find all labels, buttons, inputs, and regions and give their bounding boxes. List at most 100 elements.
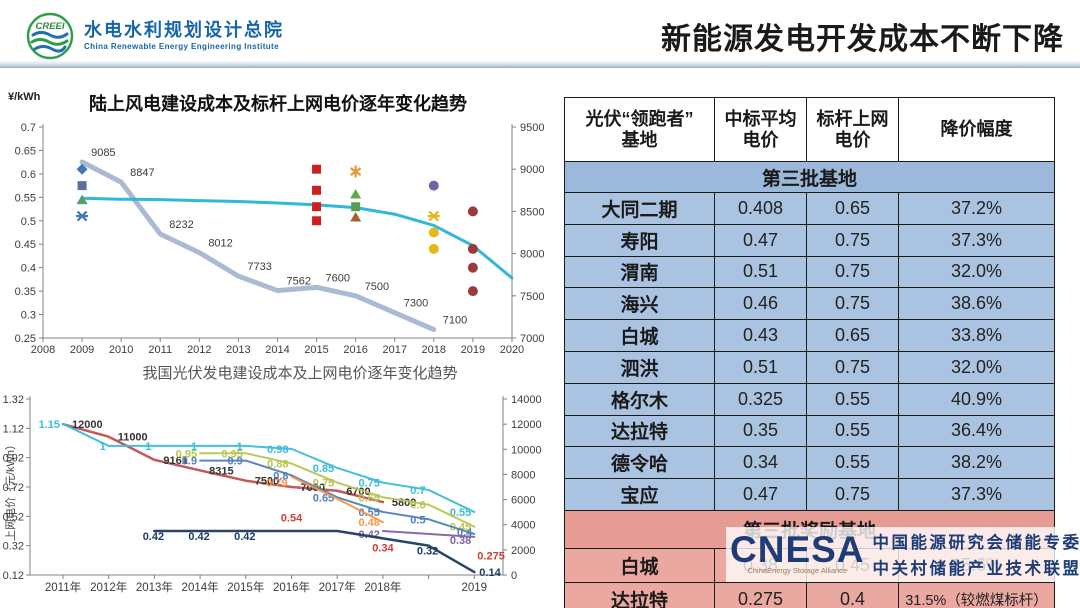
svg-text:2018年: 2018年: [364, 580, 401, 594]
wind-chart-title: 陆上风电建设成本及标杆上网电价逐年变化趋势: [89, 93, 467, 114]
value-cell: 0.325: [714, 382, 807, 416]
svg-text:2014年: 2014年: [182, 580, 219, 594]
value-cell: 0.51: [714, 350, 807, 384]
value-cell: 38.6%: [898, 287, 1055, 321]
base-name-cell: 渭南: [564, 255, 715, 289]
svg-text:2010: 2010: [109, 344, 133, 356]
svg-text:12000: 12000: [511, 419, 542, 431]
cnesa-org-line2: 中关村储能产业技术联盟: [872, 560, 1080, 578]
header-logo: CREEI 水电水利规划设计总院 China Renewable Energy …: [26, 12, 284, 60]
svg-text:0.7: 0.7: [21, 122, 36, 134]
svg-text:0.92: 0.92: [3, 453, 24, 465]
svg-text:0.42: 0.42: [234, 531, 255, 543]
svg-text:2013: 2013: [226, 344, 250, 356]
svg-text:14000: 14000: [511, 394, 542, 406]
cnesa-logo-subtitle: ChinaEnergy Storage Alliance: [747, 566, 848, 576]
org-name-en: China Renewable Energy Engineering Insti…: [84, 42, 279, 52]
org-name-cn: 水电水利规划设计总院: [84, 19, 284, 40]
table-row: 寿阳 0.47 0.75 37.3%: [564, 223, 1055, 257]
svg-text:7562: 7562: [286, 276, 310, 288]
svg-text:10000: 10000: [511, 444, 542, 456]
svg-text:8000: 8000: [520, 249, 544, 261]
svg-text:0.55: 0.55: [450, 507, 471, 519]
table-row: 泗洪 0.51 0.75 32.0%: [564, 350, 1055, 384]
svg-text:0.9: 0.9: [228, 456, 243, 468]
value-cell: 0.275: [714, 581, 807, 608]
svg-text:1: 1: [191, 441, 197, 453]
value-cell: 33.8%: [898, 319, 1055, 352]
header-divider: [0, 61, 1080, 68]
svg-text:0.38: 0.38: [450, 535, 471, 547]
pv-chart-title: 我国光伏发电建设成本及上网电价逐年变化趋势: [142, 365, 457, 382]
svg-text:0.65: 0.65: [358, 492, 379, 504]
svg-text:0.7: 0.7: [410, 485, 425, 497]
svg-text:0.6: 0.6: [21, 169, 36, 181]
base-name-cell: 达拉特: [564, 414, 715, 448]
svg-text:0.88: 0.88: [267, 459, 288, 471]
page-title: 新能源发电开发成本不断下降: [661, 23, 1064, 56]
svg-text:9500: 9500: [520, 122, 544, 134]
value-cell: 0.4: [806, 581, 899, 608]
svg-text:7500: 7500: [255, 476, 279, 488]
value-cell: 0.55: [806, 382, 899, 416]
svg-text:11000: 11000: [118, 432, 148, 444]
pv-leader-table: 光伏“领跑者” 基地 中标平均 电价 标杆上网 电价 降价幅度 第三批基地 大同二期 0.4…: [564, 97, 1055, 608]
value-cell: 0.34: [714, 446, 807, 480]
base-name-cell: 海兴: [564, 287, 715, 321]
value-cell: 0.65: [806, 192, 899, 225]
value-cell: 37.3%: [898, 478, 1055, 511]
svg-text:2000: 2000: [511, 545, 535, 557]
cnesa-org-line1: 中国能源研究会储能专委会: [872, 534, 1080, 552]
svg-text:9085: 9085: [91, 147, 115, 159]
base-name-cell: 白城: [564, 319, 715, 352]
svg-text:0.85: 0.85: [313, 463, 334, 475]
table-row: 渭南 0.51 0.75 32.0%: [564, 255, 1055, 289]
svg-text:0.79: 0.79: [266, 478, 287, 490]
value-cell: 31.5%（较燃煤标杆）: [898, 581, 1055, 608]
svg-text:0.55: 0.55: [358, 507, 379, 519]
svg-text:8847: 8847: [130, 167, 154, 179]
svg-text:1: 1: [100, 441, 106, 453]
svg-text:7733: 7733: [247, 261, 271, 273]
svg-text:2015年: 2015年: [227, 580, 264, 594]
table-row: 德令哈 0.34 0.55 38.2%: [564, 446, 1055, 480]
svg-text:1.32: 1.32: [3, 394, 24, 406]
svg-text:6700: 6700: [346, 486, 370, 498]
svg-text:2020: 2020: [500, 344, 524, 356]
svg-text:8232: 8232: [169, 219, 193, 231]
value-cell: 32.0%: [898, 255, 1055, 289]
svg-text:2016: 2016: [343, 344, 367, 356]
value-cell: 36.4%: [898, 414, 1055, 448]
svg-text:8000: 8000: [511, 469, 535, 481]
svg-text:0.75: 0.75: [358, 478, 379, 490]
value-cell: 0.408: [714, 192, 807, 225]
cnesa-logo: CNESA: [730, 529, 865, 571]
base-name-cell: 格尔木: [564, 382, 715, 416]
svg-text:2015: 2015: [304, 344, 328, 356]
svg-text:7600: 7600: [326, 272, 350, 284]
svg-text:0.45: 0.45: [15, 239, 36, 251]
svg-text:0.5: 0.5: [21, 216, 36, 228]
svg-text:0.65: 0.65: [15, 145, 36, 157]
svg-text:0.95: 0.95: [221, 448, 242, 460]
svg-text:0.75: 0.75: [313, 478, 334, 490]
value-cell: 0.75: [806, 478, 899, 511]
svg-text:0.275: 0.275: [477, 550, 505, 562]
svg-text:0.98: 0.98: [267, 444, 288, 456]
svg-text:7000: 7000: [520, 333, 544, 345]
svg-text:2011年: 2011年: [45, 580, 81, 594]
value-cell: 0.75: [806, 350, 899, 384]
value-cell: 0.75: [806, 255, 899, 289]
svg-text:2017年: 2017年: [319, 580, 356, 594]
svg-text:7100: 7100: [443, 315, 467, 327]
svg-text:2012年: 2012年: [90, 580, 127, 594]
cnesa-watermark: CNESA ChinaEnergy Storage Alliance 中国能源研…: [726, 527, 1080, 582]
value-cell: 37.2%: [898, 192, 1055, 225]
value-cell: 0.35: [714, 414, 807, 448]
value-cell: 0.51: [714, 255, 807, 289]
svg-text:0.72: 0.72: [3, 482, 24, 494]
svg-text:2014: 2014: [265, 344, 289, 356]
svg-text:8012: 8012: [208, 238, 232, 250]
